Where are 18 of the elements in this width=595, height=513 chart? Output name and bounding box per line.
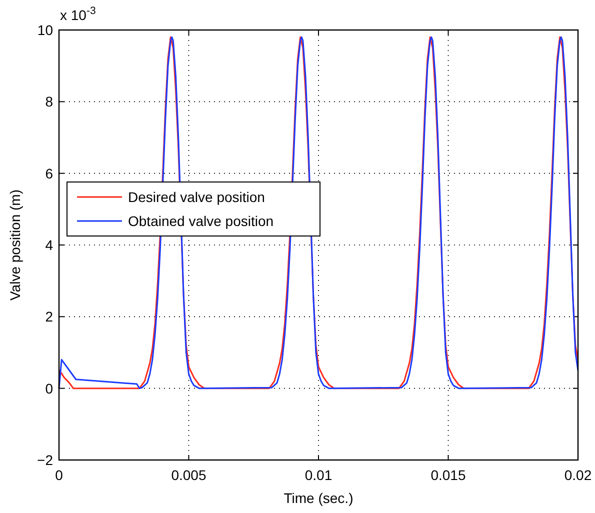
x-tick-label: 0.005 [171, 467, 206, 483]
y-axis-title: Valve position (m) [7, 189, 23, 301]
y-tick-label: 6 [45, 165, 54, 182]
y-tick-label: −2 [37, 452, 54, 468]
x-tick-label: 0.015 [430, 467, 466, 483]
line-series [58, 36, 579, 390]
y-tick-label: 8 [45, 94, 54, 110]
x-axis-title: Time (sec.) [284, 490, 354, 506]
x-tick-label: 0.02 [564, 467, 592, 483]
y-tick-label: 2 [45, 308, 54, 325]
legend-label: Desired valve position [128, 189, 265, 205]
x-tick-label: 0.01 [304, 467, 332, 483]
text: x 10$^{-3}$ [60, 5, 96, 23]
y-tick-label: 4 [45, 237, 54, 253]
x-tick-label: 0 [55, 467, 64, 483]
legend-label: Obtained valve position [128, 213, 274, 229]
y-tick-label: 0 [45, 380, 54, 396]
y-tick-label: 10 [37, 22, 54, 38]
